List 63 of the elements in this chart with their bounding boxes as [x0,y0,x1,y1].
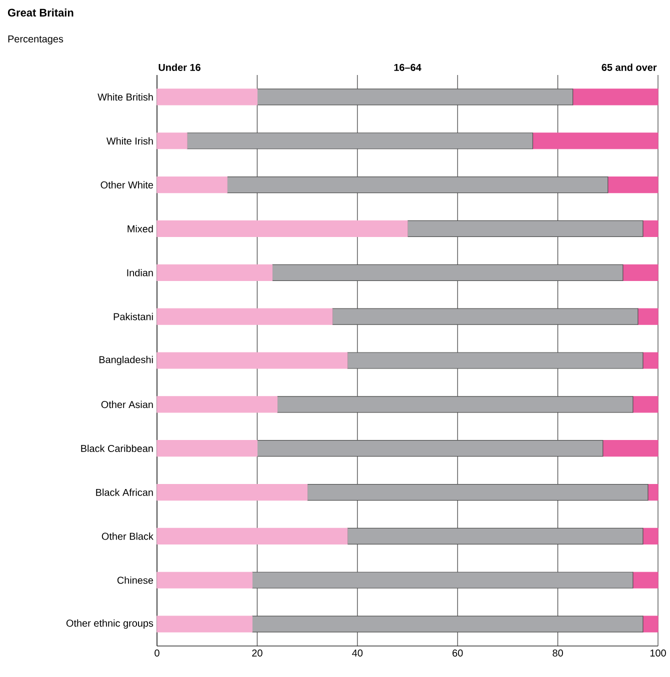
y-tick-label: Other ethnic groups [66,619,154,629]
bar [156,132,188,150]
y-tick-label: Chinese [117,576,154,584]
bar [156,308,333,325]
bar [272,264,624,281]
bar [156,396,278,413]
bar [347,352,644,369]
y-tick-label: Black African [96,488,153,496]
bar [156,176,228,194]
bar [622,264,658,281]
bar [407,220,644,238]
bar [632,572,658,588]
bar [532,132,658,150]
y-tick-label: Other White [100,181,154,188]
x-tick-label: 80 [552,650,563,657]
x-tick-label: 60 [452,650,463,657]
series-label: Under 16 [158,64,200,71]
bar [252,572,634,588]
bar [252,616,644,632]
bar [156,616,252,632]
y-tick-label: Other Black [102,532,154,540]
bar [156,484,308,501]
bar [332,308,638,325]
bar [156,88,258,106]
x-tick-label: 40 [352,650,363,657]
bar [642,352,658,369]
text: Percentages [8,36,64,44]
bar [276,396,634,413]
bar [642,616,658,632]
bar [156,528,348,544]
bar [156,352,348,369]
bar [156,264,273,281]
bar [638,308,658,325]
bar [608,176,658,194]
bar [572,88,658,106]
text: Great Britain [8,8,74,17]
bar [256,88,574,106]
y-tick-label: White Irish [106,137,153,145]
x-tick-label: 0 [154,650,160,657]
y-tick-label: Mixed [128,225,153,232]
bar [632,396,658,413]
bar [156,572,252,588]
y-tick-label: White British [98,93,153,101]
y-tick-label: Pakistani [114,312,153,320]
series-label: 16–64 [394,64,422,71]
bar [307,484,648,501]
series-label: 65 and over [602,64,657,71]
bar [648,484,658,501]
x-tick-label: 20 [252,650,262,657]
bar [256,440,604,457]
bar [347,528,644,544]
y-tick-label: Black Caribbean [81,444,153,452]
bar [156,440,258,457]
y-tick-label: Indian [127,269,153,276]
bar [186,132,534,150]
bar [156,220,408,238]
bar [642,528,658,544]
y-tick-label: Bangladeshi [99,356,153,366]
bar [602,440,658,457]
bar [642,220,658,238]
x-tick-label: 100 [650,650,666,657]
bar [226,176,608,194]
y-tick-label: Other Asian [101,400,153,408]
